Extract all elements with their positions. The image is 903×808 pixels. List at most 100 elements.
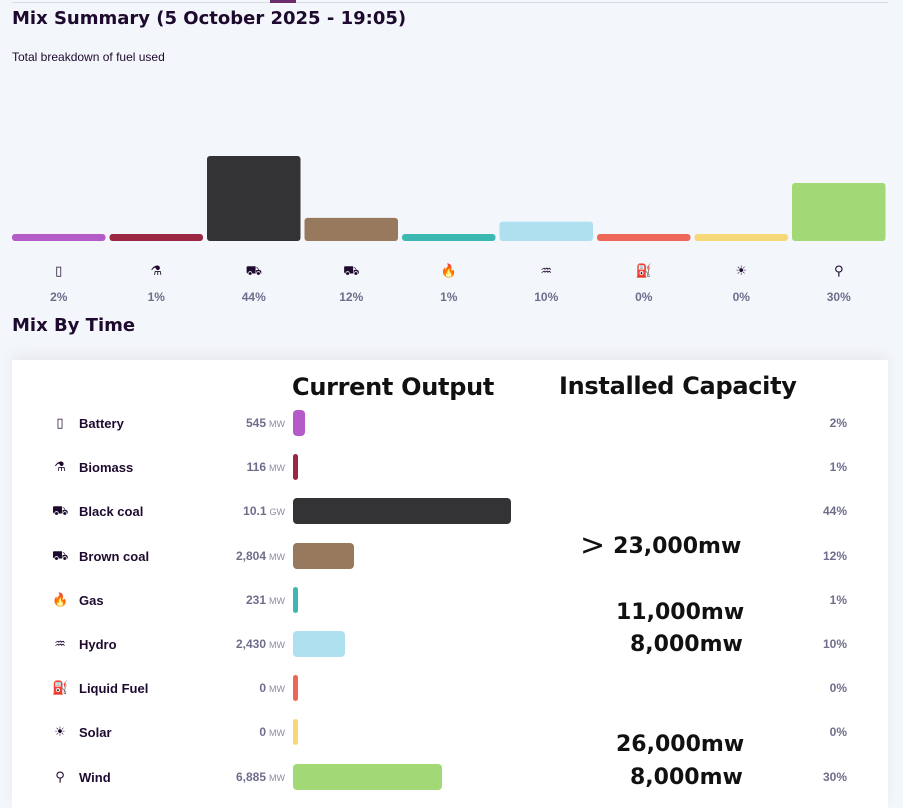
fuel-row-gas[interactable]: 🔥 Gas 231 MW 1% (12, 586, 888, 614)
summary-percent-label: 1% (440, 290, 458, 304)
gas-flame-icon: 🔥 (52, 591, 69, 607)
fuel-name: Black coal (79, 504, 144, 520)
summary-percent-label: 0% (635, 290, 653, 304)
fuel-row-hydro[interactable]: ♒ Hydro 2,430 MW 10% (12, 630, 888, 658)
fuel-row-solar[interactable]: ☀ Solar 0 MW 0% (12, 718, 888, 746)
fuel-percent: 10% (822, 637, 847, 651)
mix-summary-title: Mix Summary (5 October 2025 - 19:05) (12, 8, 407, 29)
summary-column-battery: ▯ 2% (12, 262, 106, 312)
summary-bar-hydro[interactable] (499, 221, 594, 241)
summary-column-brown-coal: ⛟ 12% (305, 262, 399, 312)
biomass-icon: ⚗ (150, 263, 163, 278)
fuel-output-bar[interactable] (293, 410, 305, 436)
summary-percent-label: 2% (50, 290, 68, 304)
fuel-percent: 12% (822, 548, 847, 563)
fuel-output-value: 10.1 GW (243, 504, 285, 519)
fuel-percent: 2% (829, 416, 847, 430)
fuel-output-bar[interactable] (293, 675, 298, 702)
fuel-row-biomass[interactable]: ⚗ Biomass 116 MW 1% (12, 453, 888, 481)
fuel-output-bar[interactable] (293, 631, 346, 657)
fuel-percent: 1% (829, 460, 847, 475)
battery-icon: ▯ (55, 263, 63, 278)
summary-percent-label: 1% (147, 290, 165, 304)
fuel-name: Biomass (79, 460, 134, 476)
fuel-name: Wind (79, 769, 111, 785)
fuel-percent: 44% (822, 504, 847, 519)
top-divider (12, 2, 888, 3)
fuel-name: Gas (79, 592, 104, 608)
liquid-fuel-icon: ⛽ (635, 263, 652, 278)
fuel-percent: 0% (829, 681, 847, 696)
summary-column-biomass: ⚗ 1% (110, 262, 204, 312)
summary-bar-biomass[interactable] (109, 234, 204, 241)
installed-capacity-note: >23,000mw (580, 528, 742, 563)
fuel-output-bar[interactable] (293, 542, 354, 569)
summary-column-gas: 🔥 1% (402, 262, 496, 312)
summary-column-solar: ☀ 0% (695, 262, 789, 312)
summary-percent-label: 30% (826, 290, 851, 304)
mix-by-time-title: Mix By Time (12, 315, 136, 336)
fuel-output-value: 6,885 MW (235, 769, 285, 784)
summary-bar-solar[interactable] (694, 234, 789, 241)
solar-panel-icon: ☀ (735, 263, 748, 278)
biomass-icon: ⚗ (54, 459, 66, 475)
fuel-output-bar[interactable] (293, 454, 298, 481)
summary-percent-label: 0% (732, 290, 750, 304)
fuel-output-value: 0 MW (259, 681, 285, 696)
gas-flame-icon: 🔥 (440, 263, 457, 278)
fuel-output-bar[interactable] (293, 498, 511, 525)
installed-capacity-note: 26,000mw (616, 732, 745, 757)
solar-panel-icon: ☀ (54, 724, 66, 740)
battery-icon: ▯ (56, 415, 64, 430)
fuel-output-value: 545 MW (245, 416, 285, 430)
wind-turbine-icon: ⚲ (55, 768, 65, 784)
fuel-output-value: 2,804 MW (235, 548, 285, 563)
summary-bar-battery[interactable] (12, 234, 106, 241)
mix-summary-subtitle: Total breakdown of fuel used (12, 50, 165, 64)
fuel-output-value: 2,430 MW (235, 637, 285, 651)
fuel-percent: 30% (822, 769, 847, 784)
fuel-row-liquid-fuel[interactable]: ⛽ Liquid Fuel 0 MW 0% (12, 674, 888, 702)
fuel-row-brown-coal[interactable]: ⛟ Brown coal 2,804 MW 12% (12, 542, 888, 570)
fuel-output-bar[interactable] (293, 763, 442, 790)
summary-column-black-coal: ⛟ 44% (207, 262, 301, 312)
fuel-output-bar[interactable] (293, 586, 298, 613)
summary-bar-wind[interactable] (792, 183, 886, 241)
summary-column-hydro: ♒ 10% (500, 262, 594, 312)
mix-by-time-card: Current Output Installed Capacity ▯ Batte… (12, 360, 888, 808)
fuel-output-value: 231 MW (245, 592, 285, 607)
installed-capacity-note: 8,000mw (630, 632, 743, 657)
hydro-icon: ♒ (54, 636, 66, 651)
brown-coal-icon: ⛟ (52, 547, 69, 563)
wind-turbine-icon: ⚲ (833, 263, 844, 278)
active-tab-indicator (270, 0, 296, 3)
fuel-percent: 1% (829, 592, 847, 607)
fuel-name: Battery (79, 416, 124, 431)
black-coal-icon: ⛟ (52, 503, 69, 519)
summary-bar-brown-coal[interactable] (304, 217, 399, 241)
summary-column-wind: ⚲ 30% (792, 262, 886, 312)
fuel-output-bar[interactable] (293, 719, 298, 746)
current-output-heading: Current Output (292, 373, 495, 401)
liquid-fuel-icon: ⛽ (52, 680, 69, 696)
fuel-output-value: 116 MW (246, 460, 285, 475)
summary-bar-black-coal[interactable] (207, 156, 301, 241)
fuel-row-battery[interactable]: ▯ Battery 545 MW 2% (12, 409, 888, 437)
summary-percent-label: 12% (339, 290, 364, 304)
fuel-row-wind[interactable]: ⚲ Wind 6,885 MW 30% (12, 763, 888, 791)
brown-coal-icon: ⛟ (343, 263, 360, 278)
fuel-percent: 0% (829, 725, 847, 740)
fuel-name: Liquid Fuel (79, 681, 149, 697)
hydro-icon: ♒ (540, 263, 553, 278)
fuel-name: Brown coal (79, 548, 150, 564)
installed-capacity-heading: Installed Capacity (559, 372, 797, 400)
summary-percent-label: 44% (241, 290, 266, 304)
summary-bar-gas[interactable] (402, 234, 496, 241)
installed-capacity-note: 8,000mw (630, 765, 743, 790)
fuel-output-value: 0 MW (259, 725, 285, 740)
fuel-name: Solar (79, 725, 112, 741)
fuel-name: Hydro (79, 637, 117, 652)
fuel-row-black-coal[interactable]: ⛟ Black coal 10.1 GW 44% (12, 497, 888, 525)
summary-bar-liquid-fuel[interactable] (597, 234, 691, 241)
installed-capacity-note: 11,000mw (616, 600, 745, 625)
